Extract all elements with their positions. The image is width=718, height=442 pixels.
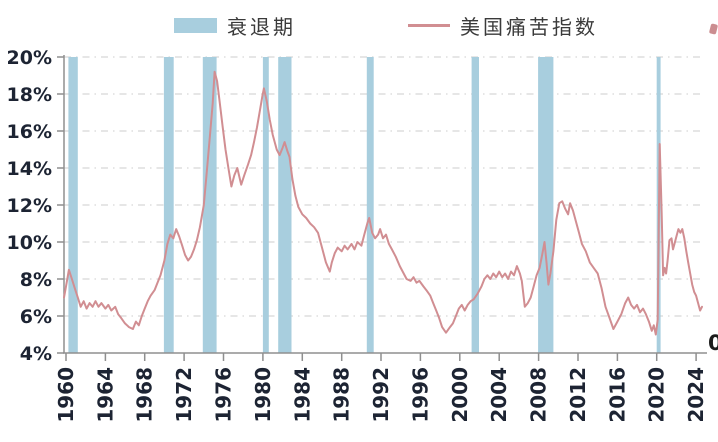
x-tick-label: 2024 bbox=[684, 367, 708, 423]
recession-band bbox=[538, 57, 554, 353]
y-tick-label: 6% bbox=[20, 306, 52, 328]
y-tick-label: 12% bbox=[7, 195, 52, 217]
x-tick-label: 2016 bbox=[605, 367, 629, 423]
x-tick-label: 2012 bbox=[566, 367, 590, 423]
x-tick-label: 2008 bbox=[527, 367, 551, 423]
x-tick-label: 1984 bbox=[290, 367, 314, 423]
recession-band bbox=[471, 57, 479, 353]
x-tick-label: 2020 bbox=[645, 367, 669, 423]
cropped-right-axis-glyph: 0 bbox=[708, 331, 718, 355]
recession-band bbox=[262, 57, 269, 353]
x-tick-label: 1972 bbox=[172, 367, 196, 423]
x-tick-label: 1992 bbox=[369, 367, 393, 423]
y-tick-label: 4% bbox=[20, 343, 52, 365]
recession-band bbox=[68, 57, 78, 353]
y-tick-label: 14% bbox=[7, 158, 52, 180]
recession-band-swatch bbox=[174, 17, 217, 33]
x-tick-label: 1976 bbox=[212, 367, 236, 423]
recession-band bbox=[366, 57, 374, 353]
x-tick-label: 2004 bbox=[487, 367, 511, 423]
y-tick-label: 10% bbox=[7, 232, 52, 254]
y-tick-label: 20% bbox=[7, 47, 52, 69]
x-tick-label: 1968 bbox=[133, 367, 157, 423]
legend-item-misery-index: 美国痛苦指数 bbox=[408, 11, 598, 40]
misery-line-swatch bbox=[408, 23, 450, 27]
x-tick-label: 1980 bbox=[251, 367, 275, 423]
x-tick-label: 1964 bbox=[93, 367, 117, 423]
x-tick-label: 2000 bbox=[448, 367, 472, 423]
recession-band bbox=[163, 57, 174, 353]
misery-index-line bbox=[63, 70, 703, 336]
x-tick-label: 1960 bbox=[54, 367, 78, 423]
y-tick-label: 16% bbox=[7, 121, 52, 143]
y-tick-label: 8% bbox=[20, 269, 52, 291]
x-tick-label: 1988 bbox=[330, 367, 354, 423]
x-tick-label: 1996 bbox=[408, 367, 432, 423]
recession-band bbox=[202, 57, 217, 353]
misery-legend-label: 美国痛苦指数 bbox=[460, 14, 598, 39]
recession-legend-label: 衰退期 bbox=[227, 14, 296, 39]
legend-item-recession: 衰退期 bbox=[174, 11, 296, 40]
chart-legend: 衰退期 美国痛苦指数 bbox=[174, 11, 598, 40]
y-tick-label: 18% bbox=[7, 84, 52, 106]
recession-band bbox=[278, 57, 292, 353]
